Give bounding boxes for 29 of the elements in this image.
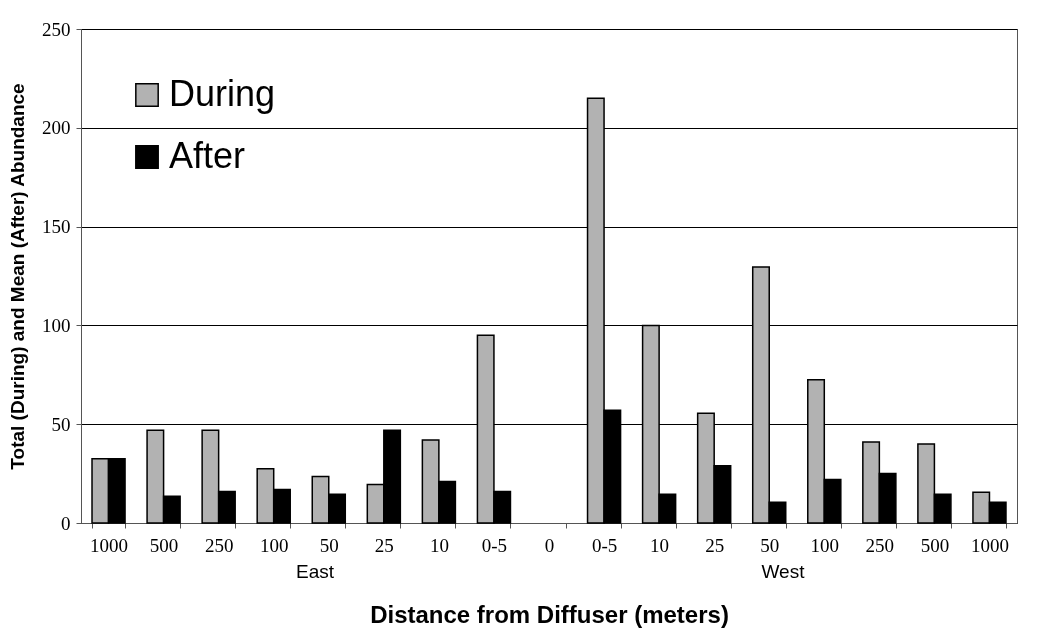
legend-label: During	[169, 73, 276, 114]
x-tick-label: 500	[920, 534, 950, 556]
legend-label: After	[169, 135, 246, 176]
y-tick-label: 50	[51, 413, 71, 435]
x-tick-label: 500	[149, 534, 179, 556]
x-tick-label: 10	[650, 534, 670, 556]
y-tick-label: 250	[42, 18, 71, 40]
x-tick-label: 100	[810, 534, 840, 556]
x-axis-title: Distance from Diffuser (meters)	[370, 600, 729, 628]
x-tick-label: 0-5	[591, 534, 618, 556]
x-tick-label: 1000	[90, 534, 129, 556]
text: West	[761, 561, 806, 582]
x-tick-label: 50	[319, 534, 339, 556]
y-tick-label: 150	[42, 216, 71, 238]
y-tick-label: 0	[61, 512, 71, 534]
x-tick-label: 250	[204, 534, 234, 556]
x-tick-label: 0	[544, 534, 555, 556]
x-tick-label: 10	[429, 534, 449, 556]
y-tick-label: 100	[42, 314, 71, 336]
x-tick-label: 1000	[970, 534, 1009, 556]
x-tick-label: 25	[705, 534, 725, 556]
x-tick-label: 250	[865, 534, 895, 556]
x-tick-label: 100	[259, 534, 289, 556]
x-tick-label: 0-5	[481, 534, 508, 556]
y-axis-title: Total (During) and Mean (After) Abundance	[7, 83, 28, 470]
x-tick-label: 50	[760, 534, 780, 556]
text: East	[295, 561, 335, 582]
y-tick-label: 200	[42, 117, 71, 139]
x-tick-label: 25	[374, 534, 394, 556]
